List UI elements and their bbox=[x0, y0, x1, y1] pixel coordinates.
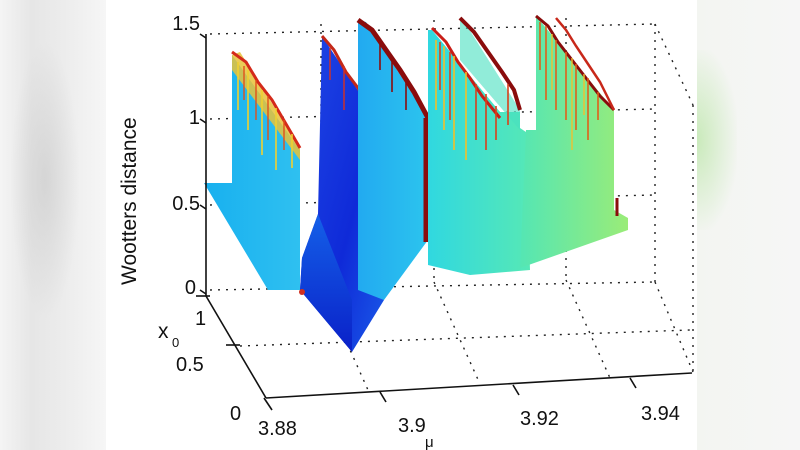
blurred-right-border bbox=[697, 0, 800, 450]
x-tick-3-9: 3.9 bbox=[398, 415, 426, 437]
y-tick-0-5: 0.5 bbox=[176, 354, 204, 376]
surface-sheet-4 bbox=[428, 16, 530, 275]
x-tick-3-88: 3.88 bbox=[258, 418, 297, 440]
y-axis-title: x bbox=[158, 320, 169, 343]
z-tick-0: 0 bbox=[185, 277, 196, 299]
surface-sheet-5 bbox=[520, 14, 628, 268]
x-tick-3-94: 3.94 bbox=[641, 403, 680, 425]
surface-sheet-3 bbox=[356, 17, 431, 300]
z-tick-1: 1 bbox=[189, 107, 200, 129]
z-tick-0-5: 0.5 bbox=[172, 193, 200, 215]
y-tick-0: 0 bbox=[230, 403, 241, 425]
x-axis-title: μ bbox=[425, 434, 434, 450]
axes bbox=[196, 33, 693, 411]
z-axis-title: Wootters distance bbox=[118, 117, 141, 285]
y-axis-title-subscript: 0 bbox=[172, 335, 179, 350]
blurred-left-border bbox=[0, 0, 106, 450]
surface-sheet-1 bbox=[204, 50, 302, 290]
y-tick-1: 1 bbox=[195, 308, 206, 330]
z-tick-1-5: 1.5 bbox=[172, 13, 200, 35]
x-tick-3-92: 3.92 bbox=[520, 408, 559, 430]
